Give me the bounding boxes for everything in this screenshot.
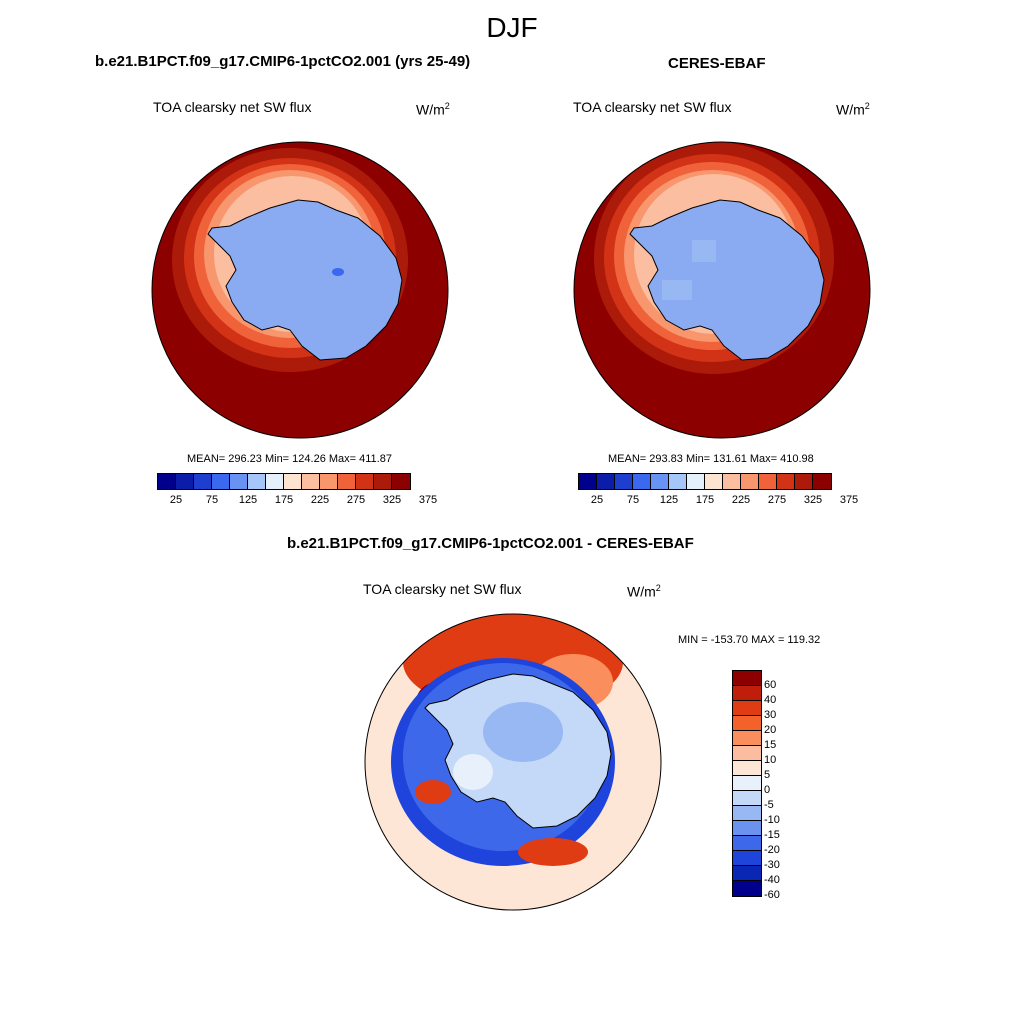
diff-colorbar-tick: -30	[764, 859, 780, 871]
obs-units-label: W/m2	[836, 101, 870, 118]
obs-colorbar-box	[633, 474, 651, 489]
model-colorbar-box	[158, 474, 176, 489]
model-colorbar-box	[374, 474, 392, 489]
diff-panel-title: b.e21.B1PCT.f09_g17.CMIP6-1pctCO2.001 - …	[287, 535, 694, 552]
obs-colorbar-tick: 75	[626, 494, 640, 506]
diff-colorbar-tick: 60	[764, 679, 777, 691]
diff-colorbar-tick: 5	[764, 769, 771, 781]
diff-colorbar-tick: 20	[764, 724, 777, 736]
model-colorbar-box	[266, 474, 284, 489]
model-colorbar-box	[212, 474, 230, 489]
model-colorbar-tick: 275	[346, 494, 366, 506]
model-colorbar-tick: 175	[274, 494, 294, 506]
diff-colorbar-box	[733, 821, 761, 836]
obs-colorbar-box	[723, 474, 741, 489]
diff-colorbar-tick: -10	[764, 814, 780, 826]
model-colorbar-tick: 225	[310, 494, 330, 506]
diff-colorbar-box	[733, 776, 761, 791]
obs-colorbar-box	[615, 474, 633, 489]
model-colorbar-box	[392, 474, 410, 489]
diff-colorbar-box	[733, 791, 761, 806]
obs-variable-label: TOA clearsky net SW flux	[573, 99, 732, 115]
diff-colorbar	[732, 670, 762, 897]
diff-colorbar-box	[733, 806, 761, 821]
obs-colorbar-tick: 375	[839, 494, 859, 506]
diff-stats: MIN = -153.70 MAX = 119.32	[678, 634, 821, 646]
obs-colorbar-box	[759, 474, 777, 489]
diff-colorbar-box	[733, 746, 761, 761]
obs-colorbar-box	[777, 474, 795, 489]
diff-polar-map	[364, 613, 662, 911]
obs-colorbar-box	[597, 474, 615, 489]
obs-polar-map	[573, 141, 871, 439]
diff-colorbar-box	[733, 836, 761, 851]
obs-colorbar-tick: 325	[803, 494, 823, 506]
model-colorbar-tick: 25	[169, 494, 183, 506]
model-colorbar: 25 75 125 175 225 275 325 375	[157, 473, 437, 506]
diff-colorbar-tick: 30	[764, 709, 777, 721]
model-colorbar-tick: 325	[382, 494, 402, 506]
model-colorbar-tick: 75	[205, 494, 219, 506]
obs-colorbar-box	[669, 474, 687, 489]
obs-colorbar-box	[651, 474, 669, 489]
diff-colorbar-tick: -5	[764, 799, 774, 811]
model-panel-title: b.e21.B1PCT.f09_g17.CMIP6-1pctCO2.001 (y…	[95, 53, 471, 70]
diff-colorbar-labels: 60 40 30 20 15 10 5 0 -5 -10 -15 -20 -30 -40 -60	[764, 670, 804, 910]
model-colorbar-box	[338, 474, 356, 489]
diff-colorbar-box	[733, 701, 761, 716]
model-units-label: W/m2	[416, 101, 450, 118]
diff-colorbar-box	[733, 761, 761, 776]
obs-antarctica	[629, 199, 825, 361]
diff-colorbar-box	[733, 881, 761, 896]
obs-colorbar-tick: 125	[659, 494, 679, 506]
diff-colorbar-box	[733, 716, 761, 731]
diff-units-label: W/m2	[627, 583, 661, 600]
diff-colorbar-tick: -60	[764, 889, 780, 901]
diff-colorbar-box	[733, 866, 761, 881]
obs-colorbar-box	[705, 474, 723, 489]
diff-colorbar-tick: -15	[764, 829, 780, 841]
obs-colorbar-box	[795, 474, 813, 489]
obs-colorbar: 25 75 125 175 225 275 325 375	[578, 473, 858, 506]
diff-variable-label: TOA clearsky net SW flux	[363, 581, 522, 597]
model-colorbar-box	[302, 474, 320, 489]
model-variable-label: TOA clearsky net SW flux	[153, 99, 312, 115]
diff-colorbar-tick: 15	[764, 739, 777, 751]
obs-colorbar-box	[813, 474, 831, 489]
obs-colorbar-tick: 175	[695, 494, 715, 506]
figure-title: DJF	[486, 12, 538, 43]
diff-colorbar-tick: 40	[764, 694, 777, 706]
model-colorbar-box	[230, 474, 248, 489]
model-colorbar-box	[284, 474, 302, 489]
model-colorbar-tick: 125	[238, 494, 258, 506]
obs-colorbar-box	[741, 474, 759, 489]
diff-colorbar-box	[733, 731, 761, 746]
obs-colorbar-box	[579, 474, 597, 489]
obs-stats: MEAN= 293.83 Min= 131.61 Max= 410.98	[608, 453, 814, 465]
diff-colorbar-tick: -40	[764, 874, 780, 886]
obs-colorbar-tick: 225	[731, 494, 751, 506]
diff-colorbar-tick: -20	[764, 844, 780, 856]
diff-colorbar-box	[733, 671, 761, 686]
obs-panel-title: CERES-EBAF	[668, 55, 766, 72]
model-colorbar-box	[176, 474, 194, 489]
model-colorbar-box	[194, 474, 212, 489]
model-colorbar-box	[320, 474, 338, 489]
diff-colorbar-tick: 0	[764, 784, 771, 796]
model-antarctica	[207, 199, 403, 361]
diff-colorbar-box	[733, 686, 761, 701]
obs-colorbar-tick: 25	[590, 494, 604, 506]
obs-colorbar-box	[687, 474, 705, 489]
model-colorbar-box	[248, 474, 266, 489]
diff-colorbar-box	[733, 851, 761, 866]
diff-colorbar-tick: 10	[764, 754, 777, 766]
model-stats: MEAN= 296.23 Min= 124.26 Max= 411.87	[187, 453, 392, 465]
model-polar-map	[151, 141, 449, 439]
model-colorbar-box	[356, 474, 374, 489]
obs-colorbar-tick: 275	[767, 494, 787, 506]
model-colorbar-tick: 375	[418, 494, 438, 506]
